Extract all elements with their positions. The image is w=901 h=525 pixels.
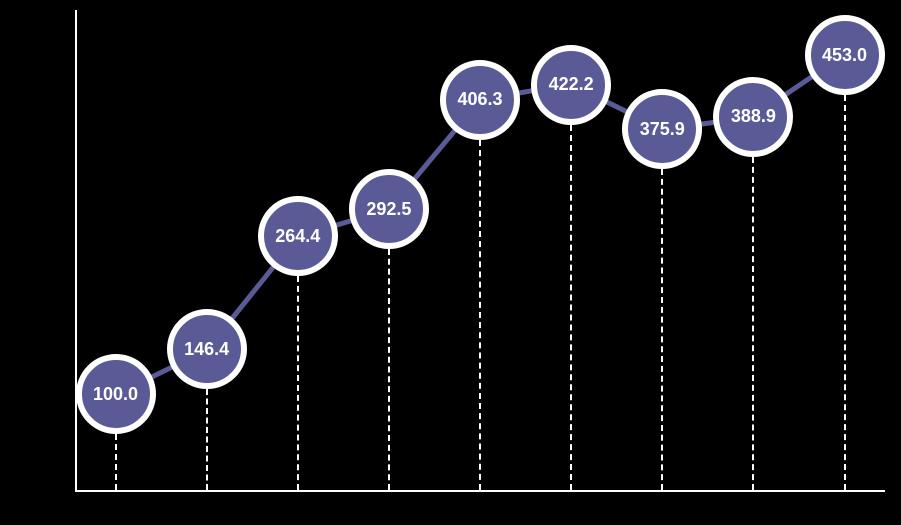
drop-line [844,95,846,490]
drop-line [661,169,663,490]
line-chart: 100.0 146.4 264.4 292.5 406.3 422.2 375.9 388.9… [0,0,901,525]
data-marker: 406.3 [440,60,520,140]
drop-line [206,389,208,490]
drop-line [479,140,481,490]
marker-label: 388.9 [731,106,776,127]
data-marker: 453.0 [805,15,885,95]
data-marker: 422.2 [531,45,611,125]
data-marker: 100.0 [76,354,156,434]
marker-label: 453.0 [822,45,867,66]
marker-label: 100.0 [93,384,138,405]
y-axis [75,10,77,490]
drop-line [388,249,390,490]
drop-line [297,276,299,490]
data-marker: 264.4 [258,196,338,276]
drop-line [115,434,117,490]
marker-label: 292.5 [366,199,411,220]
data-marker: 146.4 [167,309,247,389]
marker-label: 375.9 [640,119,685,140]
data-marker: 292.5 [349,169,429,249]
data-marker: 388.9 [713,77,793,157]
marker-label: 146.4 [184,339,229,360]
drop-line [570,125,572,490]
data-marker: 375.9 [622,89,702,169]
marker-label: 422.2 [549,74,594,95]
x-axis [75,490,885,492]
drop-line [752,157,754,490]
marker-label: 264.4 [275,226,320,247]
marker-label: 406.3 [457,89,502,110]
